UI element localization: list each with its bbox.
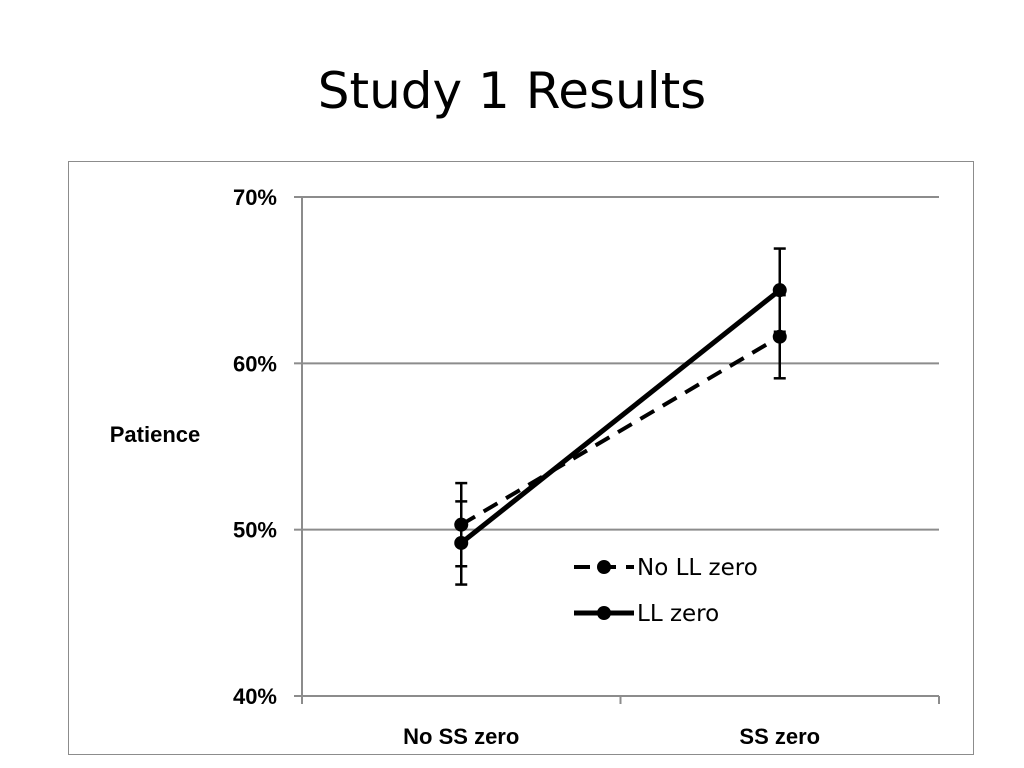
data-point	[454, 535, 469, 550]
slide-title: Study 1 Results	[317, 62, 707, 120]
y-tick-label: 40%	[233, 684, 277, 709]
legend-label: LL zero	[637, 601, 719, 627]
legend-entry-1: LL zero	[574, 601, 719, 627]
series-0	[454, 293, 787, 568]
line-chart: 40% 50% 60% 70% No SS zero SS zero Patience No…	[110, 185, 940, 749]
data-point	[772, 283, 787, 298]
series-lines	[454, 247, 787, 586]
legend-label: No LL zero	[637, 555, 758, 581]
y-axis-title: Patience	[110, 422, 201, 447]
legend-marker	[597, 560, 611, 574]
legend: No LL zero LL zero	[574, 555, 758, 627]
chart-area: 40% 50% 60% 70% No SS zero SS zero Patience No…	[68, 161, 974, 755]
x-category-label: SS zero	[739, 724, 820, 749]
y-tick-label: 50%	[233, 518, 277, 543]
axis-labels: 40% 50% 60% 70% No SS zero SS zero Patience	[110, 185, 820, 749]
series-line	[460, 334, 781, 527]
y-tick-label: 60%	[233, 351, 277, 376]
x-category-label: No SS zero	[403, 724, 519, 749]
series-1	[454, 247, 787, 586]
gridlines	[302, 196, 939, 531]
legend-entry-0: No LL zero	[574, 555, 758, 581]
axes	[294, 196, 940, 704]
series-line	[459, 288, 782, 545]
y-tick-label: 70%	[233, 185, 277, 210]
data-point	[772, 329, 787, 344]
legend-marker	[597, 606, 611, 620]
